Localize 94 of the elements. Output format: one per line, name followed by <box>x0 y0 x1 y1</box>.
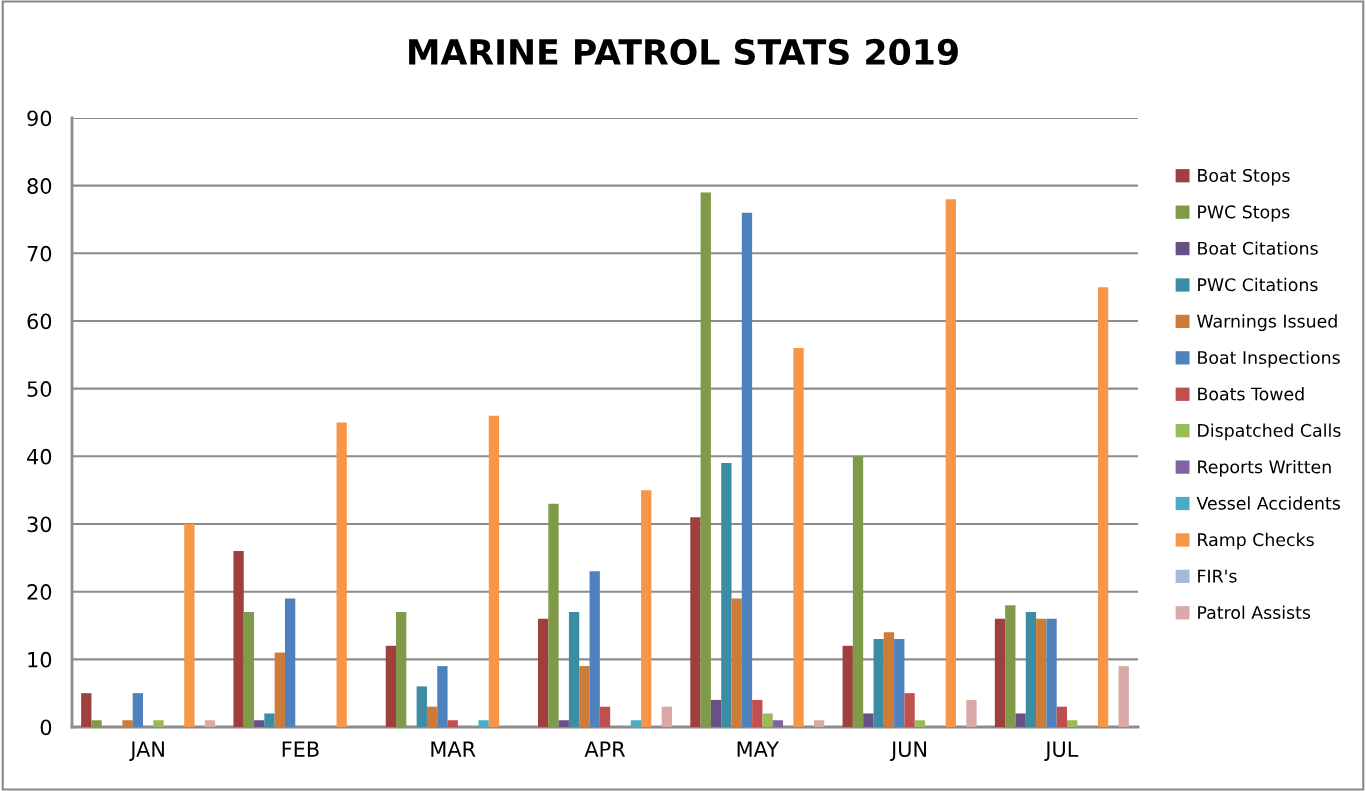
bar <box>204 720 216 727</box>
bar <box>132 693 143 727</box>
bar <box>568 611 580 727</box>
y-tick-label: 30 <box>27 516 52 533</box>
bar <box>945 199 956 727</box>
bar <box>752 699 763 727</box>
legend-label: FIR's <box>1198 569 1237 583</box>
legend-label: Patrol Assists <box>1198 605 1311 620</box>
chart-title: MARINE PATROL STATS 2019 <box>409 38 958 66</box>
legend-label: Reports Written <box>1198 459 1331 477</box>
bar <box>426 706 438 727</box>
bar <box>904 693 915 727</box>
bar <box>1056 706 1068 727</box>
bar <box>122 720 133 727</box>
y-tick-label: 40 <box>27 448 52 465</box>
legend-label: Boat Citations <box>1198 241 1318 255</box>
bar <box>153 720 164 727</box>
bar <box>1067 720 1078 727</box>
bar <box>842 645 853 727</box>
x-tick-label: FEB <box>282 741 319 757</box>
x-tick-label: APR <box>584 741 626 757</box>
x-tick-label: JUN <box>890 741 927 761</box>
bar <box>852 456 864 727</box>
bar <box>741 212 753 727</box>
legend-label: Dispatched Calls <box>1198 423 1341 441</box>
bar <box>641 490 652 727</box>
legend-label: PWC Stops <box>1198 205 1290 222</box>
bar <box>630 720 642 727</box>
bar <box>478 720 489 727</box>
legend-label: Boats Towed <box>1198 387 1304 401</box>
bar <box>1046 618 1057 727</box>
bar <box>579 666 590 727</box>
bar <box>1118 666 1129 727</box>
y-tick-label: 60 <box>27 313 52 330</box>
bar <box>264 713 275 727</box>
bar <box>233 551 244 727</box>
bar <box>243 611 255 727</box>
y-tick-label: 80 <box>27 178 52 194</box>
bar <box>184 524 195 727</box>
bar <box>731 598 742 727</box>
bar <box>385 645 397 727</box>
bar <box>1005 605 1016 727</box>
y-tick-label: 90 <box>27 110 52 127</box>
legend-label: Boat Inspections <box>1198 350 1340 368</box>
y-tick-label: 10 <box>28 651 52 668</box>
bar <box>873 639 884 727</box>
bar <box>416 686 427 727</box>
bar <box>914 720 926 727</box>
legend-label: Ramp Checks <box>1198 532 1314 550</box>
bar <box>966 699 977 727</box>
x-tick-label: MAR <box>431 741 476 757</box>
bar <box>274 652 285 727</box>
bar <box>336 422 347 727</box>
bar <box>437 666 448 727</box>
bar <box>537 618 549 727</box>
bar <box>661 706 673 727</box>
legend-label: PWC Citations <box>1198 277 1318 292</box>
bar <box>710 699 722 727</box>
bar <box>1097 287 1109 727</box>
bar <box>91 720 102 727</box>
legend-label: Boat Stops <box>1198 168 1290 186</box>
y-tick-label: 70 <box>27 245 52 262</box>
legend-label: Warnings Issued <box>1197 314 1337 332</box>
x-tick-label: JUL <box>1044 741 1079 761</box>
bar <box>284 598 296 727</box>
bar <box>894 639 905 727</box>
bar <box>793 348 804 727</box>
bar <box>721 463 732 727</box>
bar <box>396 611 407 727</box>
y-tick-label: 0 <box>40 719 52 736</box>
bar <box>994 618 1006 727</box>
bar <box>772 720 784 727</box>
bar <box>1015 713 1026 727</box>
y-tick-label: 20 <box>27 584 52 600</box>
bar <box>589 571 600 727</box>
x-tick-label: JAN <box>129 741 164 761</box>
bar <box>762 713 773 727</box>
bar <box>1025 611 1037 727</box>
x-tick-label: MAY <box>737 741 779 757</box>
legend-label: Vessel Accidents <box>1196 496 1340 510</box>
bar <box>883 632 895 727</box>
bar <box>447 720 458 727</box>
bar <box>813 720 825 727</box>
bar <box>254 720 265 727</box>
bar <box>700 192 711 727</box>
bar <box>81 693 92 727</box>
bar <box>690 517 701 727</box>
bar <box>558 720 569 727</box>
y-tick-label: 50 <box>27 381 52 397</box>
bar <box>599 706 611 727</box>
bar <box>1036 618 1047 727</box>
bar <box>548 503 559 727</box>
bar <box>863 713 874 727</box>
bar <box>488 415 500 727</box>
